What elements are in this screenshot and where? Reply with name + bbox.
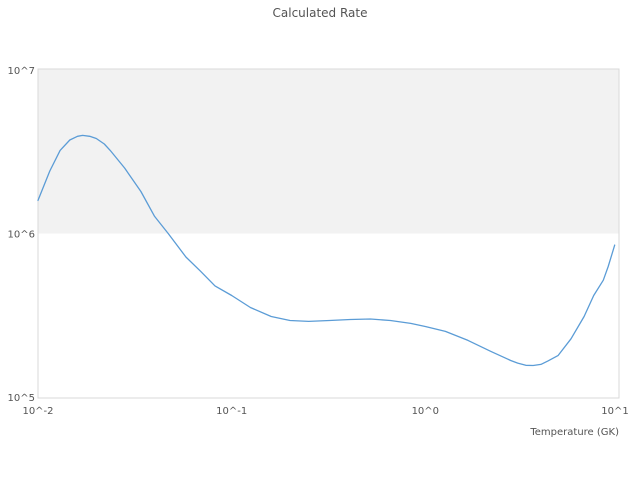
upper-decade-band (38, 69, 619, 234)
x-tick-label-1e1: 10^1 (601, 406, 628, 417)
y-tick-label-1e7: 10^7 (8, 66, 35, 77)
chart-title: Calculated Rate (273, 6, 368, 20)
y-tick-label-1e6: 10^6 (8, 230, 35, 241)
rate-line-series (37, 134, 616, 367)
y-tick-label-1e5: 10^5 (8, 393, 35, 404)
x-tick-label-1e-2: 10^-2 (22, 406, 53, 417)
plot-border (37, 68, 620, 399)
x-tick-label-1e-1: 10^-1 (216, 406, 247, 417)
x-tick-label-1e0: 10^0 (412, 406, 439, 417)
x-axis-title: Temperature (GK) (529, 427, 619, 438)
